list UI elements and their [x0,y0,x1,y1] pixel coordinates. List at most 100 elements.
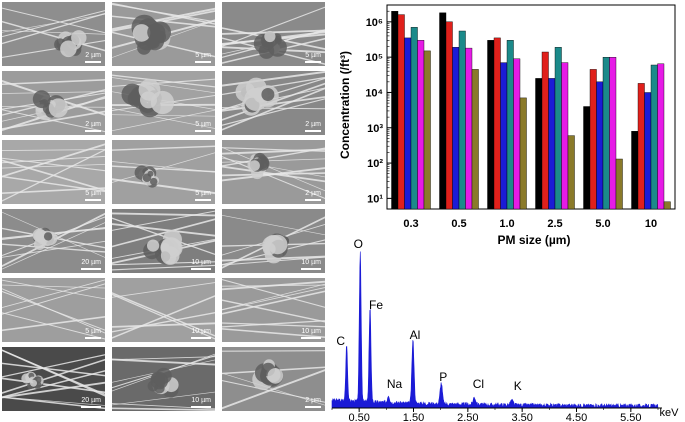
bar [417,40,425,210]
fiber-strands [2,349,105,410]
sem-image-panel: 2 µm [2,71,105,135]
bar [410,27,418,210]
bar [650,64,658,210]
particle-agglomerate [21,371,44,389]
sem-image-grid: 2 µm 5 µm 5 µm 2 µm 5 µm 2 µm 5 µm 5 µm 2 µm 20 µ… [0,0,330,422]
bar [535,78,543,210]
scale-bar-line [85,130,101,132]
scale-bar-label: 2 µm [305,121,321,128]
scale-bar-line [305,406,321,408]
bar [583,106,591,210]
bar [644,92,652,210]
sem-image-panel: 10 µm [222,278,325,342]
x-tick-label: 3.50 [511,412,532,422]
scale-bar-line [301,268,321,270]
scale-bar: 10 µm [191,259,211,270]
bar [452,47,460,210]
bar [596,81,604,210]
peak-label: Cl [473,377,484,391]
bar-chart-axes: 10¹ 10² 10³ 10⁴ 10⁵ 10⁶ 0.3 0.5 1.0 2.5 5.0 10 [365,4,676,230]
particle-agglomerate [54,30,87,58]
sem-image-panel: 5 µm [222,2,325,66]
peak-label: Fe [369,298,383,312]
particle-agglomerate [262,233,290,264]
scale-bar: 2 µm [85,121,101,132]
peak-label: K [514,379,522,393]
sem-image-panel: 20 µm [2,209,105,273]
fiber-strands [112,145,215,195]
bar [589,69,597,210]
particle-agglomerate [235,77,279,116]
particle-agglomerate [134,165,160,188]
bar [657,63,665,210]
sem-image-panel: 5 µm [112,2,215,66]
x-tick-label: 2.5 [547,218,562,230]
sem-image-panel: 5 µm [2,278,105,342]
x-tick-label: 4.50 [566,412,587,422]
x-tick-label: 0.3 [403,218,418,230]
peak-label: Al [410,328,421,342]
scale-bar: 2 µm [305,397,321,408]
bar [548,78,556,210]
bar-chart-frame [386,4,676,210]
scale-bar: 10 µm [301,259,321,270]
bar [500,62,508,210]
sem-image-panel: 20 µm [2,347,105,411]
scale-bar: 5 µm [85,328,101,339]
y-tick-label: 10¹ [367,193,383,205]
y-tick-label: 10² [367,158,383,170]
scale-bar-line [191,406,211,408]
scale-bar-line [81,406,101,408]
particle-agglomerate [247,152,270,180]
scale-bar-label: 5 µm [195,190,211,197]
sem-image-panel: 10 µm [112,278,215,342]
scale-bar-line [305,130,321,132]
scale-bar-label: 2 µm [305,397,321,404]
particle-agglomerate [32,227,58,250]
scale-bar-label: 20 µm [81,397,101,404]
scale-bar-line [305,199,321,201]
particle-agglomerate [253,30,287,59]
peak-label: P [439,370,447,384]
y-tick-label: 10⁶ [366,17,383,29]
bar [541,51,549,210]
bar [567,135,575,210]
scale-bar: 10 µm [301,328,321,339]
scale-bar: 5 µm [195,52,211,63]
bar [561,62,569,210]
scale-bar: 20 µm [81,259,101,270]
bar [609,57,617,210]
bar [631,130,639,210]
sem-image-panel: 5 µm [2,140,105,204]
sem-image-panel: 2 µm [222,140,325,204]
particle-agglomerate [143,230,183,265]
scale-bar-line [191,337,211,339]
scale-bar-label: 5 µm [195,121,211,128]
x-tick-label: 0.50 [348,412,369,422]
sem-image-panel: 10 µm [222,209,325,273]
bar [637,83,645,210]
scale-bar-label: 5 µm [85,328,101,335]
scale-bar-line [195,130,211,132]
scale-bar-label: 2 µm [85,52,101,59]
sem-image-panel: 5 µm [112,71,215,135]
scale-bar-line [81,268,101,270]
peak-label: C [336,334,345,348]
bar [602,57,610,210]
scale-bar-line [85,337,101,339]
scale-bar-label: 5 µm [195,52,211,59]
spectrum-trace [331,251,659,409]
eds-spectrum-plot: 0.50 1.50 2.50 3.50 4.50 5.50 C O Fe Na Al P Cl K [331,237,662,422]
sem-image-panel: 2 µm [222,347,325,411]
y-tick-label: 10⁴ [365,87,383,99]
scale-bar-label: 10 µm [191,328,211,335]
x-tick-label: 5.50 [620,412,641,422]
bar [487,40,495,210]
bar [465,47,473,210]
scale-bar-label: 5 µm [305,52,321,59]
particle-agglomerate [32,90,68,121]
scale-bar: 5 µm [85,190,101,201]
scale-bar-line [301,337,321,339]
scale-bar-label: 10 µm [191,259,211,266]
bar [458,30,466,210]
